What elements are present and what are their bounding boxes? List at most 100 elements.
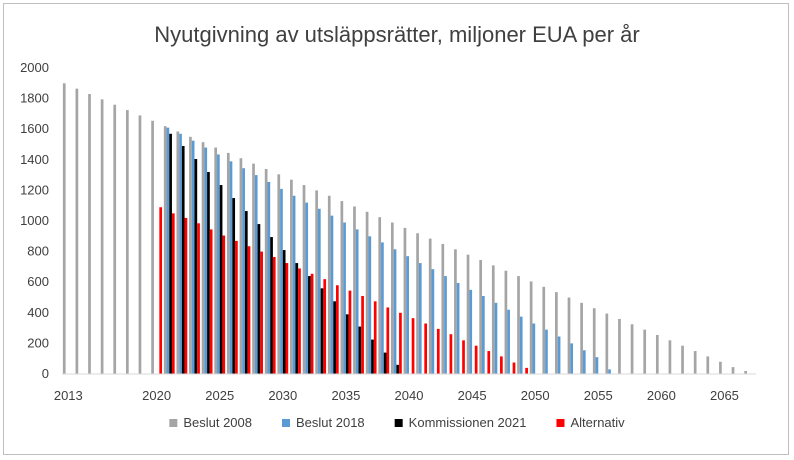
x-tick-label: 2013 <box>54 388 83 403</box>
bar <box>100 99 104 375</box>
bar <box>163 126 167 374</box>
bar <box>179 133 182 374</box>
bar <box>282 250 286 374</box>
bar <box>197 223 200 374</box>
bar <box>335 285 339 374</box>
bar <box>525 367 528 374</box>
bar <box>310 273 314 374</box>
bar <box>264 168 268 374</box>
legend-label: Kommissionen 2021 <box>409 415 527 430</box>
bar <box>431 269 435 374</box>
bar <box>542 286 546 374</box>
bar <box>176 131 180 374</box>
bar <box>181 146 185 374</box>
bar <box>151 120 154 374</box>
bar <box>532 323 536 374</box>
bar <box>272 256 276 374</box>
bar <box>706 356 710 374</box>
bar <box>618 318 621 374</box>
bar <box>371 339 374 374</box>
bar <box>171 213 175 374</box>
bar <box>217 154 220 374</box>
bar <box>719 361 722 374</box>
bar <box>166 127 170 374</box>
bar <box>396 364 400 374</box>
bar <box>643 329 647 374</box>
bar <box>298 268 301 374</box>
bar <box>399 312 402 374</box>
bar <box>191 140 195 374</box>
x-tick-label: 2050 <box>521 388 550 403</box>
bar <box>545 329 548 374</box>
legend-swatch <box>394 419 403 427</box>
bar <box>159 207 163 374</box>
bar <box>557 336 561 374</box>
bar <box>381 242 384 374</box>
chart-title: Nyutgivning av utsläppsrätter, miljoner … <box>154 22 639 47</box>
bar <box>184 217 188 374</box>
bar <box>247 246 251 374</box>
bar <box>444 276 447 374</box>
y-tick-label: 400 <box>27 305 49 320</box>
bar <box>169 133 172 374</box>
x-tick-label: 2040 <box>395 388 424 403</box>
bar <box>277 174 281 374</box>
y-tick-label: 1200 <box>20 182 49 197</box>
y-tick-label: 1400 <box>20 152 49 167</box>
bar <box>491 265 495 374</box>
x-tick-label: 2020 <box>142 388 171 403</box>
y-tick-label: 600 <box>27 274 49 289</box>
bar <box>529 281 533 374</box>
bar <box>207 172 210 374</box>
bar <box>608 369 611 374</box>
y-axis-tick-labels: 0 200 400 600 800 1000 1200 1400 1600 1800 2000 <box>20 60 49 381</box>
bar <box>252 163 255 374</box>
x-axis-tick-labels: 2013 2020 2025 2030 2035 2040 2045 2050 2055 2060… <box>54 388 739 403</box>
bar <box>424 323 428 374</box>
bar <box>681 345 684 374</box>
bar <box>348 290 352 374</box>
bar <box>189 136 192 374</box>
bar <box>235 240 238 374</box>
legend: Beslut 2008 Beslut 2018 Kommissionen 2021 A… <box>169 415 625 430</box>
bar <box>383 352 387 374</box>
bar <box>595 357 599 374</box>
bar <box>365 211 369 374</box>
x-tick-label: 2025 <box>205 388 234 403</box>
x-tick-label: 2060 <box>647 388 676 403</box>
legend-swatch <box>556 419 565 427</box>
legend-swatch <box>169 419 178 427</box>
bar <box>466 254 470 374</box>
bar <box>487 351 491 374</box>
bar <box>340 201 344 374</box>
bar <box>479 260 483 374</box>
bar <box>214 147 218 374</box>
bar <box>333 301 336 374</box>
bar <box>257 224 261 374</box>
bar <box>655 334 659 374</box>
bar <box>244 211 248 374</box>
bar <box>744 370 747 374</box>
y-tick-label: 2000 <box>20 60 49 75</box>
x-tick-label: 2065 <box>710 388 739 403</box>
bar <box>605 313 609 374</box>
bar <box>592 308 596 374</box>
bar <box>285 263 289 374</box>
bar <box>373 301 377 374</box>
bar <box>406 256 409 374</box>
bar <box>62 83 66 375</box>
y-tick-label: 0 <box>42 366 49 381</box>
bar <box>353 206 356 374</box>
bar <box>469 289 473 374</box>
bar <box>323 279 327 374</box>
bar <box>330 215 334 374</box>
y-tick-label: 1000 <box>20 213 49 228</box>
bar <box>582 350 586 374</box>
bar <box>308 276 311 374</box>
bar <box>418 263 422 374</box>
bar <box>292 195 296 374</box>
bar <box>209 229 213 374</box>
bar <box>305 202 309 374</box>
bar <box>411 318 415 374</box>
bar <box>368 236 372 374</box>
